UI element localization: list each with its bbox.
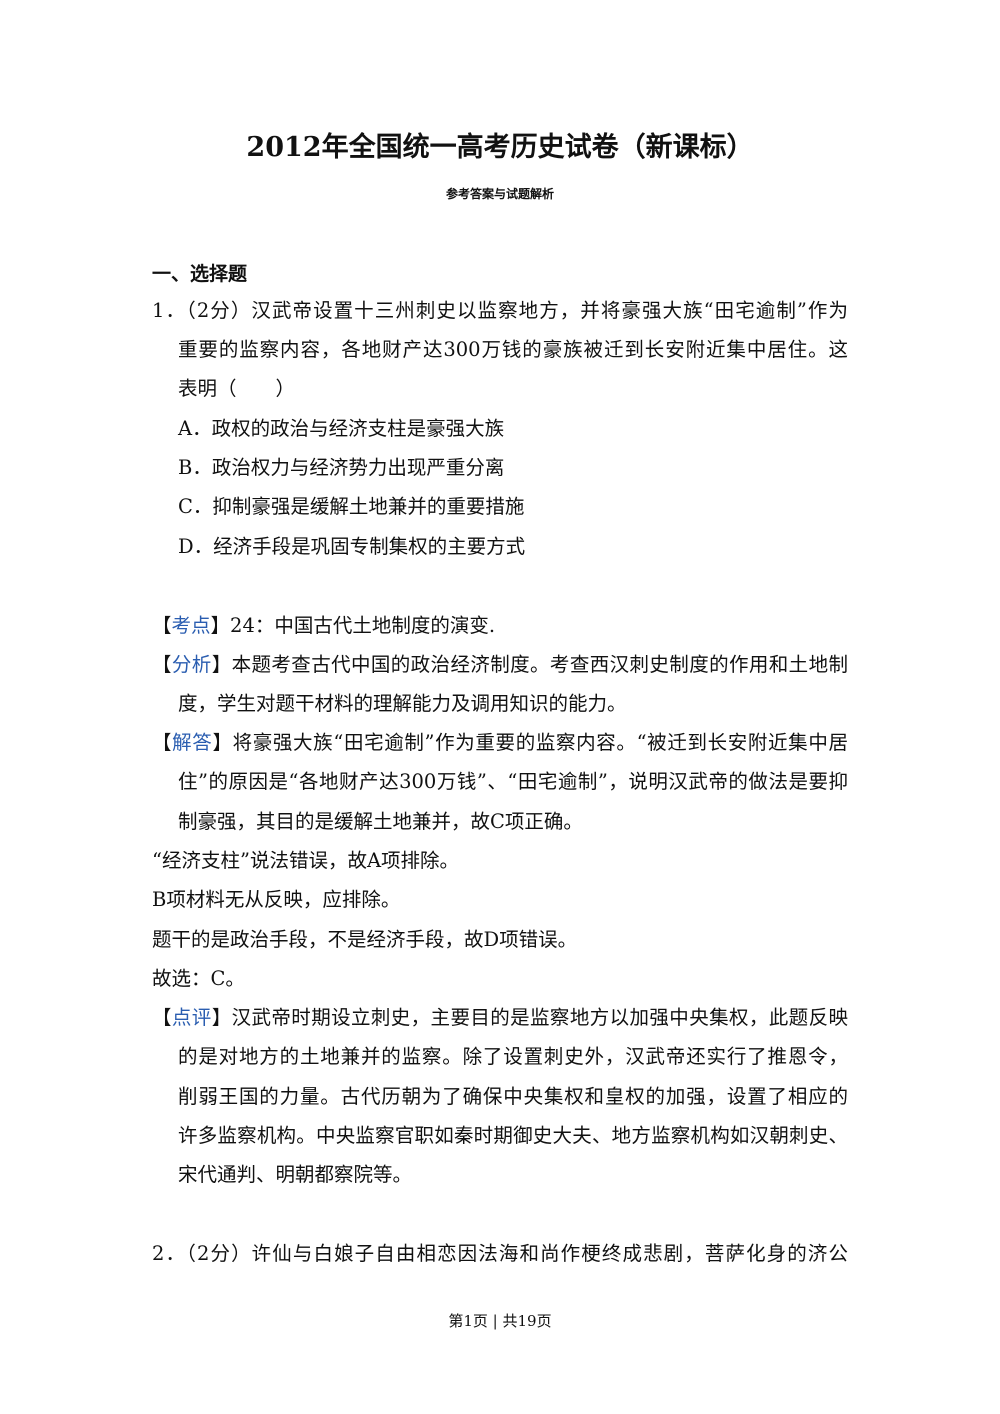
fenxi-label: 分析 (171, 653, 212, 676)
dianping-line: 【点评】汉武帝时期设立刺史，主要目的是监察地方以加强中央集权，此题反映 (152, 1006, 848, 1029)
page-subtitle: 参考答案与试题解析 (445, 187, 554, 201)
option-d: D．经济手段是巩固专制集权的主要方式 (178, 535, 526, 558)
option-b: B．政治权力与经济势力出现严重分离 (178, 456, 505, 479)
fenxi-line: 【分析】本题考查古代中国的政治经济制度。考查西汉刺史制度的作用和土地制 (152, 653, 848, 676)
dianping-text: 的是对地方的土地兼并的监察。除了设置刺史外，汉武帝还实行了推恩令， (178, 1045, 848, 1068)
dianping-text: 削弱王国的力量。古代历朝为了确保中央集权和皇权的加强，设置了相应的 (178, 1085, 848, 1108)
section-heading: 一、选择题 (152, 263, 248, 285)
question-1-text: 1．（2分）汉武帝设置十三州刺史以监察地方，并将豪强大族“田宅逾制”作为 (152, 299, 848, 322)
dianping-text: 宋代通判、明朝都察院等。 (178, 1163, 413, 1186)
jieda-label: 解答 (172, 731, 213, 754)
page-title: 2012年全国统一高考历史试卷（新课标） (246, 132, 754, 163)
dianping-text: 汉武帝时期设立刺史，主要目的是监察地方以加强中央集权，此题反映 (231, 1006, 848, 1029)
option-a: A．政权的政治与经济支柱是豪强大族 (178, 417, 505, 440)
question-1-text: 重要的监察内容，各地财产达300万钱的豪族被迁到长安附近集中居住。这 (178, 338, 848, 361)
jieda-text: 住”的原因是“各地财产达300万钱”、“田宅逾制”，说明汉武帝的做法是要抑 (178, 770, 848, 793)
question-1-text: 表明（ ） (178, 377, 296, 400)
dianping-text: 许多监察机构。中央监察官职如秦时期御史大夫、地方监察机构如汉朝刺史、 (178, 1124, 848, 1147)
analysis-line: “经济支柱”说法错误，故A项排除。 (152, 849, 460, 872)
question-2-text: 2．（2分）许仙与白娘子自由相恋因法海和尚作梗终成悲剧，菩萨化身的济公 (152, 1242, 848, 1265)
kaodian-line: 【考点】24：中国古代土地制度的演变. (152, 614, 496, 637)
kaodian-label: 考点 (171, 614, 211, 637)
option-c: C．抑制豪强是缓解土地兼并的重要措施 (178, 495, 525, 518)
answer-line: 故选：C。 (152, 967, 245, 990)
fenxi-text: 度，学生对题干材料的理解能力及调用知识的能力。 (178, 692, 627, 715)
jieda-text: 制豪强，其目的是缓解土地兼并，故C项正确。 (178, 810, 583, 833)
analysis-line: B项材料无从反映，应排除。 (152, 888, 401, 911)
kaodian-text: 24：中国古代土地制度的演变. (230, 614, 496, 637)
fenxi-text: 本题考查古代中国的政治经济制度。考查西汉刺史制度的作用和土地制 (231, 653, 848, 676)
jieda-text: 将豪强大族“田宅逾制”作为重要的监察内容。“被迁到长安附近集中居 (232, 731, 848, 754)
analysis-line: 题干的是政治手段，不是经济手段，故D项错误。 (152, 928, 578, 951)
page-footer: 第1页 | 共19页 (448, 1312, 552, 1330)
jieda-line: 【解答】将豪强大族“田宅逾制”作为重要的监察内容。“被迁到长安附近集中居 (152, 731, 848, 754)
dianping-label: 点评 (171, 1006, 212, 1029)
